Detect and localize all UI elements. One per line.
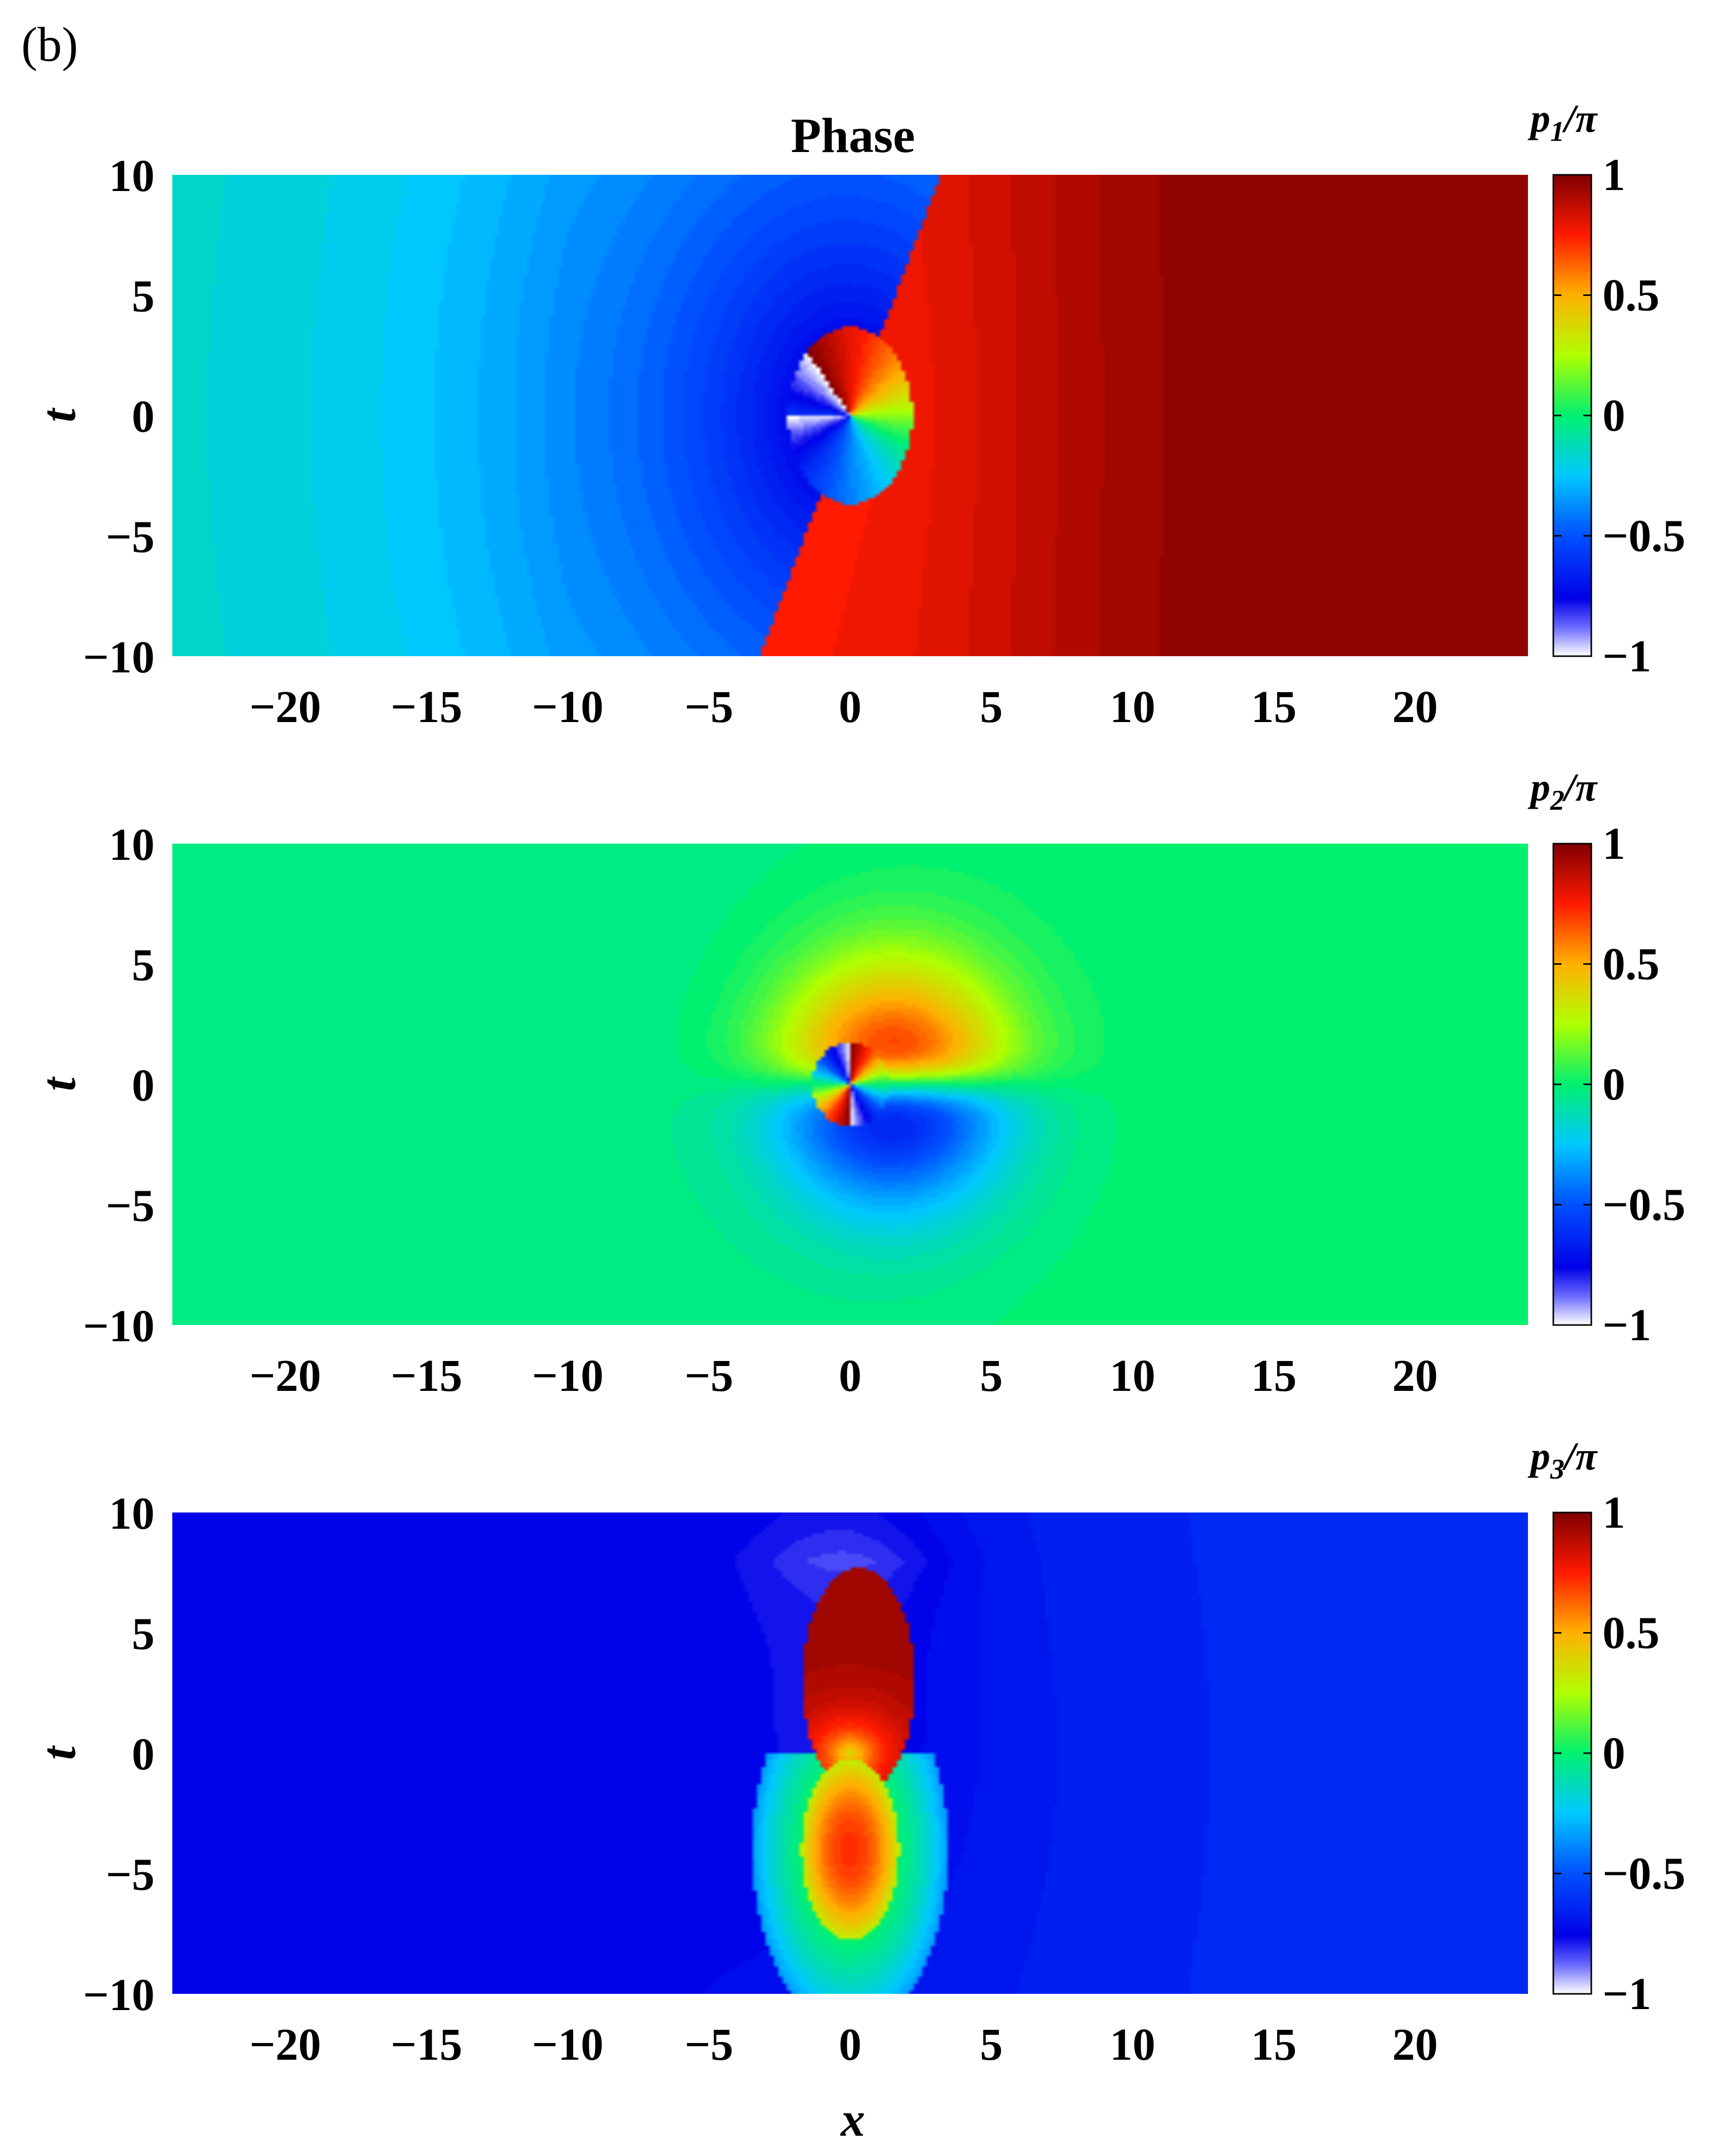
colorbar-tick-label: −0.5: [1602, 511, 1686, 561]
heatmap-p2: [172, 844, 1528, 1325]
x-tick-label: 0: [839, 1351, 862, 1401]
panel-label: (b): [21, 17, 78, 71]
y-tick-label: 5: [132, 940, 155, 991]
x-tick-label: −15: [391, 682, 462, 732]
y-tick-label: −5: [106, 1850, 155, 1900]
y-tick-label: 0: [132, 392, 155, 442]
x-tick-label: −20: [249, 682, 321, 732]
panel-1: t 10 5 0 −5 −10 −20 −15 −10 −5 0 5 10 15 20 1 0.5 0 −0.5 −1…: [31, 96, 1686, 732]
colorbar-label-tail: /π: [1562, 1434, 1598, 1478]
x-tick-label: 0: [839, 682, 862, 732]
x-tick-label: −10: [532, 682, 604, 732]
x-tick-label: 5: [980, 1351, 1003, 1401]
x-tick-label: 20: [1392, 1351, 1438, 1401]
colorbar-tick-label: −1: [1602, 1300, 1651, 1350]
colorbar-tick-label: 1: [1602, 150, 1625, 200]
colorbar-label: p3/π: [1527, 1434, 1598, 1485]
colorbar-label: p2/π: [1527, 765, 1598, 816]
colorbar-label-main: p: [1527, 765, 1550, 809]
panel-2: t 10 5 0 −5 −10 −20 −15 −10 −5 0 5 10 15 20 1 0.5 0 −0.5 −1…: [31, 765, 1686, 1401]
colorbar-label: p1/π: [1527, 96, 1598, 147]
y-tick-label: 10: [109, 1489, 155, 1539]
x-axis-label: x: [840, 2092, 865, 2146]
x-tick-label: 10: [1110, 2020, 1155, 2070]
x-tick-label: −5: [685, 2020, 733, 2070]
y-tick-label: −10: [83, 1301, 155, 1351]
colorbar-label-sub: 2: [1550, 785, 1564, 816]
colorbar-tick-label: 0.5: [1602, 271, 1660, 321]
y-axis-label: t: [31, 1076, 86, 1091]
y-tick-label: 5: [132, 1609, 155, 1659]
colorbar-label-main: p: [1527, 1434, 1550, 1478]
y-tick-label: 10: [109, 820, 155, 870]
colorbar-tick-label: −0.5: [1602, 1180, 1686, 1230]
x-tick-label: 10: [1110, 1351, 1155, 1401]
x-tick-label: 15: [1251, 1351, 1296, 1401]
x-tick-label: −10: [532, 2020, 604, 2070]
y-tick-label: −10: [83, 632, 155, 683]
x-tick-label: −20: [249, 1351, 321, 1401]
y-tick-label: −10: [83, 1970, 155, 2020]
panel-3: t 10 5 0 −5 −10 −20 −15 −10 −5 0 5 10 15 20 1 0.5 0 −0.5 −1…: [31, 1434, 1686, 2070]
y-tick-label: 0: [132, 1061, 155, 1111]
colorbar-tick-label: 0.5: [1602, 939, 1660, 990]
x-tick-label: −5: [685, 1351, 733, 1401]
colorbar-tick-label: 1: [1602, 1488, 1625, 1538]
y-axis-label: t: [31, 407, 86, 422]
colorbar-tick-label: 0: [1602, 1060, 1625, 1110]
x-tick-label: 20: [1392, 682, 1438, 732]
y-tick-label: −5: [106, 1181, 155, 1231]
y-axis-label: t: [31, 1745, 86, 1760]
colorbar-tick-label: 1: [1602, 819, 1625, 869]
x-tick-label: 20: [1392, 2020, 1438, 2070]
x-tick-label: −20: [249, 2020, 321, 2070]
heatmap-p1: [172, 175, 1528, 656]
colorbar-tick-label: −1: [1602, 631, 1651, 682]
y-tick-label: 5: [132, 272, 155, 322]
x-tick-label: 5: [980, 682, 1003, 732]
x-tick-label: 15: [1251, 682, 1296, 732]
figure-title: Phase: [791, 108, 915, 163]
x-tick-label: −15: [391, 2020, 462, 2070]
colorbar-label-sub: 3: [1550, 1454, 1564, 1485]
x-tick-label: 0: [839, 2020, 862, 2070]
colorbar-tick-label: 0: [1602, 391, 1625, 441]
colorbar-label-sub: 1: [1550, 116, 1564, 147]
colorbar-tick-label: 0.5: [1602, 1608, 1660, 1658]
y-tick-label: −5: [106, 512, 155, 562]
colorbar-tick-label: −1: [1602, 1969, 1651, 2019]
heatmap-p3: [172, 1512, 1528, 1994]
y-tick-label: 10: [109, 151, 155, 201]
colorbar-tick-label: −0.5: [1602, 1849, 1686, 1899]
colorbar-label-tail: /π: [1562, 96, 1598, 140]
colorbar-tick-label: 0: [1602, 1728, 1625, 1779]
y-tick-label: 0: [132, 1729, 155, 1780]
colorbar-label-tail: /π: [1562, 765, 1598, 809]
x-tick-label: 5: [980, 2020, 1003, 2070]
x-tick-label: 15: [1251, 2020, 1296, 2070]
x-tick-label: −10: [532, 1351, 604, 1401]
x-tick-label: 10: [1110, 682, 1155, 732]
x-tick-label: −15: [391, 1351, 462, 1401]
x-tick-label: −5: [685, 682, 733, 732]
colorbar-label-main: p: [1527, 96, 1550, 140]
